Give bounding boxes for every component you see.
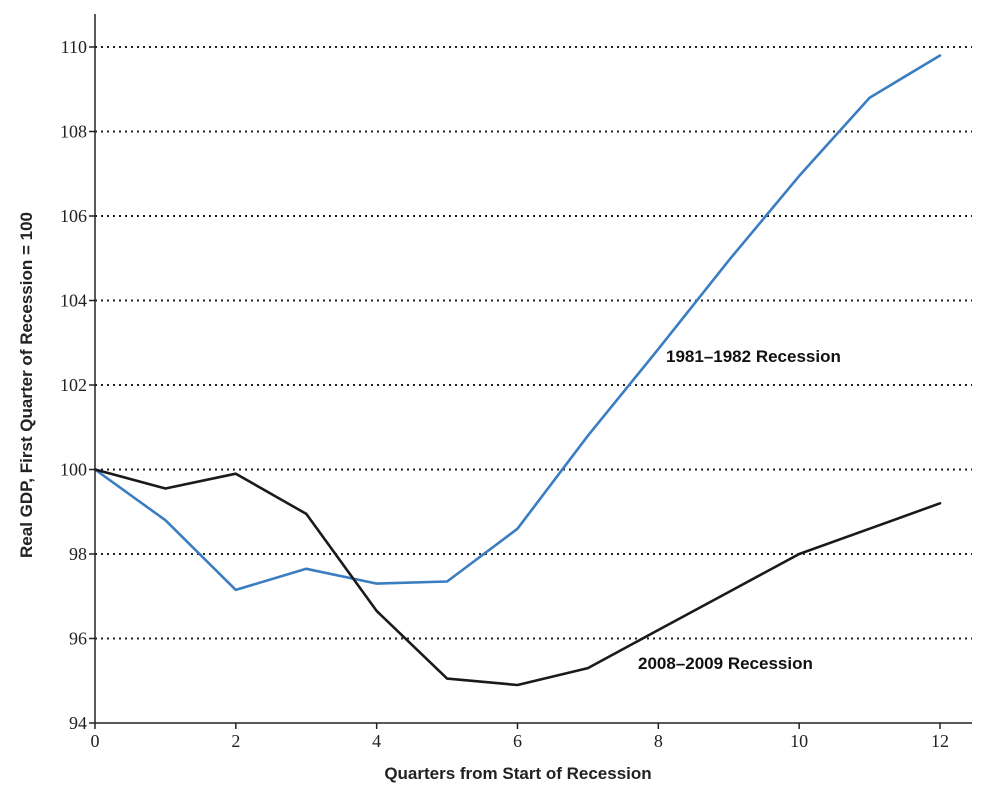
gridlines bbox=[95, 46, 972, 640]
x-tick-label-6: 6 bbox=[513, 731, 522, 751]
y-tick-label-96: 96 bbox=[69, 629, 87, 649]
y-tick-label-104: 104 bbox=[60, 291, 87, 311]
y-tick-label-94: 94 bbox=[69, 713, 87, 733]
x-tick-label-0: 0 bbox=[91, 731, 100, 751]
axes bbox=[94, 14, 972, 724]
y-tick-label-106: 106 bbox=[60, 206, 87, 226]
y-tick-label-108: 108 bbox=[60, 122, 87, 142]
series-line-1 bbox=[93, 468, 942, 687]
y-tick-label-100: 100 bbox=[60, 460, 87, 480]
y-tick-label-102: 102 bbox=[60, 375, 87, 395]
x-tick-label-4: 4 bbox=[372, 731, 381, 751]
ticks: 94 96 98 100 102 104 106 108 110 0 2 4 6 8 10 12 bbox=[60, 37, 949, 751]
series-line-0 bbox=[93, 54, 942, 592]
series-label-2008: 2008–2009 Recession bbox=[638, 654, 813, 673]
series-label-1981: 1981–1982 Recession bbox=[666, 347, 841, 366]
x-tick-label-12: 12 bbox=[931, 731, 949, 751]
x-tick-label-10: 10 bbox=[790, 731, 808, 751]
x-tick-label-2: 2 bbox=[231, 731, 240, 751]
y-tick-label-98: 98 bbox=[69, 544, 87, 564]
y-tick-label-110: 110 bbox=[61, 37, 87, 57]
series-lines bbox=[93, 54, 942, 687]
x-axis-title: Quarters from Start of Recession bbox=[384, 764, 651, 783]
y-axis-title: Real GDP, First Quarter of Recession = 1… bbox=[17, 212, 36, 558]
x-tick-label-8: 8 bbox=[654, 731, 663, 751]
